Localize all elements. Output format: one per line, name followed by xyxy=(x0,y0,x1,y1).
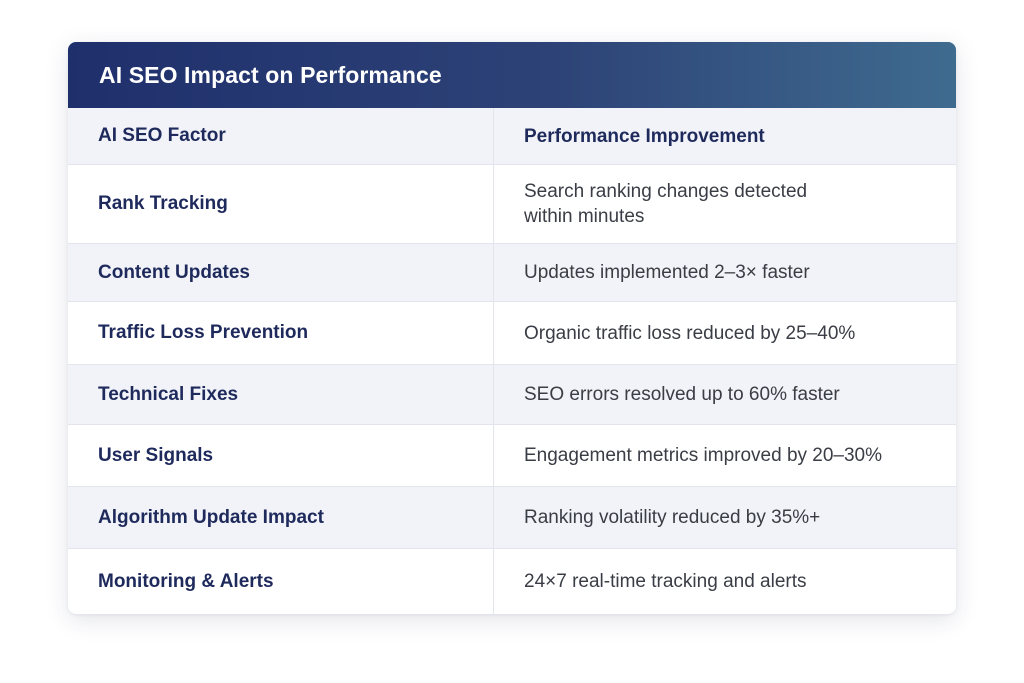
improvement-cell: SEO errors resolved up to 60% faster xyxy=(494,365,956,424)
improvement-text: SEO errors resolved up to 60% faster xyxy=(524,384,840,405)
improvement-cell: Engagement metrics improved by 20–30% xyxy=(494,425,956,486)
factor-cell: Rank Tracking xyxy=(68,165,494,243)
column-header-improvement-text: Performance Improvement xyxy=(524,125,765,147)
factor-cell: Algorithm Update Impact xyxy=(68,487,494,548)
table-row: Technical Fixes SEO errors resolved up t… xyxy=(68,364,956,424)
improvement-text: Ranking volatility reduced by 35%+ xyxy=(524,507,821,528)
table-title: AI SEO Impact on Performance xyxy=(99,61,442,88)
improvement-cell: Updates implemented 2–3× faster xyxy=(494,244,956,301)
table-row: Monitoring & Alerts 24×7 real-time track… xyxy=(68,548,956,614)
improvement-cell: Organic traffic loss reduced by 25–40% xyxy=(494,302,956,364)
seo-impact-table-card: AI SEO Impact on Performance AI SEO Fact… xyxy=(68,42,956,614)
table-row: Algorithm Update Impact Ranking volatili… xyxy=(68,486,956,548)
improvement-text: Organic traffic loss reduced by 25–40% xyxy=(524,322,856,344)
improvement-cell: Ranking volatility reduced by 35%+ xyxy=(494,487,956,548)
improvement-cell: Search ranking changes detected within m… xyxy=(494,165,956,243)
improvement-text: Engagement metrics improved by 20–30% xyxy=(524,445,883,466)
factor-cell: User Signals xyxy=(68,425,494,486)
column-header-improvement: Performance Improvement xyxy=(494,108,956,164)
factor-cell: Content Updates xyxy=(68,244,494,301)
table-row: Rank Tracking Search ranking changes det… xyxy=(68,164,956,243)
table-row: Traffic Loss Prevention Organic traffic … xyxy=(68,301,956,364)
table-header-row: AI SEO Factor Performance Improvement xyxy=(68,108,956,164)
factor-cell: Monitoring & Alerts xyxy=(68,549,494,614)
improvement-text: 24×7 real-time tracking and alerts xyxy=(524,571,807,592)
title-bar: AI SEO Impact on Performance xyxy=(68,42,956,108)
improvement-text: Search ranking changes detected within m… xyxy=(524,181,808,227)
factor-cell: Traffic Loss Prevention xyxy=(68,302,494,364)
factor-cell: Technical Fixes xyxy=(68,365,494,424)
table-row: Content Updates Updates implemented 2–3×… xyxy=(68,243,956,301)
column-header-factor: AI SEO Factor xyxy=(68,108,494,164)
improvement-text: Updates implemented 2–3× faster xyxy=(524,262,810,283)
improvement-cell: 24×7 real-time tracking and alerts xyxy=(494,549,956,614)
table-row: User Signals Engagement metrics improved… xyxy=(68,424,956,486)
